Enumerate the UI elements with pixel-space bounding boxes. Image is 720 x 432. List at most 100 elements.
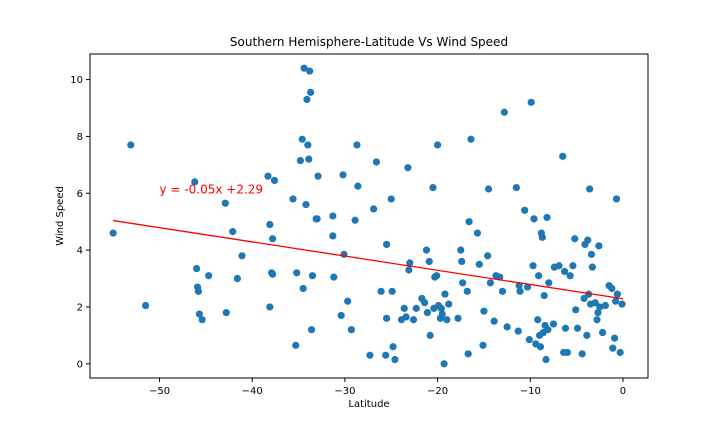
x-tick-label: 0 <box>620 386 626 397</box>
data-point <box>523 283 532 291</box>
data-point <box>512 183 520 192</box>
data-point <box>480 307 488 315</box>
data-point <box>426 331 434 339</box>
data-point <box>387 195 395 203</box>
plot-frame <box>89 53 649 379</box>
data-point <box>618 300 626 308</box>
data-point <box>586 185 594 193</box>
data-point <box>616 348 624 357</box>
data-point <box>298 135 306 143</box>
data-point <box>330 273 338 281</box>
data-point <box>222 309 230 317</box>
data-point <box>127 141 135 149</box>
data-point <box>337 311 345 320</box>
data-point <box>514 327 522 335</box>
data-point <box>423 309 431 317</box>
data-point <box>400 304 408 312</box>
data-point <box>437 304 445 312</box>
data-point <box>593 316 601 324</box>
data-point <box>412 304 420 312</box>
data-point <box>566 272 574 280</box>
data-point <box>191 178 199 186</box>
data-point <box>535 272 543 280</box>
data-point <box>475 260 483 268</box>
data-point <box>443 316 451 324</box>
data-point <box>591 299 599 307</box>
y-tick-label: 8 <box>77 132 83 143</box>
data-point <box>595 242 603 250</box>
data-point <box>536 343 545 351</box>
x-axis-label: Latitude <box>348 399 389 410</box>
data-point <box>601 301 609 310</box>
data-point <box>433 272 441 280</box>
data-point <box>515 282 523 290</box>
data-point <box>194 287 203 295</box>
data-point <box>525 336 533 344</box>
data-point <box>609 344 617 352</box>
data-point <box>441 290 449 298</box>
data-point <box>538 233 546 241</box>
data-point <box>353 141 361 149</box>
data-point <box>611 297 620 305</box>
y-axis-label: Wind Speed <box>55 186 66 246</box>
data-point <box>529 262 537 270</box>
data-point <box>530 215 538 223</box>
data-point <box>549 320 558 328</box>
data-point <box>479 341 487 349</box>
data-point <box>486 279 495 287</box>
data-point <box>490 317 498 325</box>
data-point <box>569 262 577 270</box>
data-point <box>433 141 442 149</box>
data-point <box>571 235 579 243</box>
data-point <box>440 360 448 368</box>
x-tick-label: −20 <box>427 386 448 397</box>
data-point <box>457 246 465 254</box>
data-point <box>484 185 493 193</box>
data-point <box>307 88 315 96</box>
data-point <box>540 291 548 300</box>
data-point <box>339 171 347 179</box>
data-point <box>205 272 213 280</box>
data-point <box>266 220 274 229</box>
data-point <box>561 324 570 332</box>
data-point <box>543 213 551 222</box>
data-points <box>109 64 626 368</box>
data-point <box>560 267 569 276</box>
data-point <box>578 350 586 358</box>
data-point <box>289 195 297 203</box>
data-point <box>464 350 472 358</box>
data-point <box>542 355 550 364</box>
data-point <box>238 252 246 260</box>
y-tick-label: 6 <box>77 189 83 200</box>
x-tick-label: −30 <box>334 386 355 397</box>
data-point <box>195 310 203 318</box>
data-point <box>563 348 571 357</box>
data-point <box>142 301 150 310</box>
data-point <box>377 287 385 295</box>
data-point <box>270 176 279 185</box>
data-point <box>467 135 475 143</box>
data-point <box>308 272 317 280</box>
data-point <box>445 300 453 308</box>
x-tick-label: −50 <box>149 386 170 397</box>
data-point <box>404 164 412 172</box>
data-point <box>473 229 482 237</box>
data-point <box>303 95 311 104</box>
y-tick-label: 4 <box>77 246 83 257</box>
data-point <box>264 172 272 180</box>
data-point <box>370 205 378 213</box>
y-tick-label: 10 <box>70 75 83 86</box>
data-point <box>354 182 362 190</box>
data-point <box>583 331 591 339</box>
data-point <box>498 287 507 295</box>
data-point <box>594 309 602 317</box>
data-point <box>484 252 492 260</box>
data-point <box>521 206 529 214</box>
data-point <box>406 259 414 267</box>
data-point <box>351 216 359 224</box>
data-point <box>266 303 274 311</box>
x-tick-label: −10 <box>520 386 541 397</box>
data-point <box>573 324 582 332</box>
data-point <box>438 310 446 318</box>
data-point <box>458 257 466 266</box>
